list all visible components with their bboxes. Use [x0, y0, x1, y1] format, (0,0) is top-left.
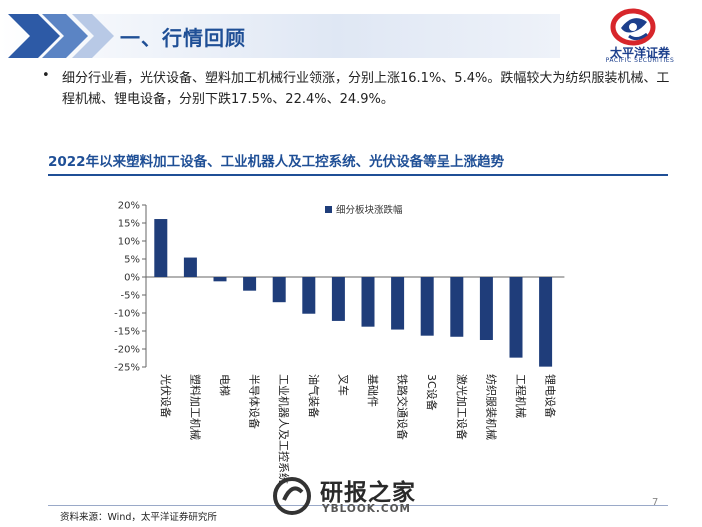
x-category-label: 纺织服装机械	[484, 374, 498, 440]
bar	[243, 277, 257, 291]
y-tick-label: -5%	[121, 291, 140, 302]
x-category-label: 电梯	[218, 374, 231, 396]
bar	[154, 219, 168, 277]
x-category-label: 基础件	[366, 374, 379, 407]
legend-label: 细分板块涨跌幅	[336, 204, 403, 216]
bar	[391, 277, 405, 330]
watermark-url: YBLOOK.COM	[322, 503, 411, 515]
watermark-text: 研报之家	[320, 480, 416, 506]
x-category-label: 铁路交通设备	[396, 374, 410, 440]
y-tick-label: -20%	[114, 345, 140, 356]
x-category-label: 工程机械	[514, 374, 528, 418]
y-tick-label: 0%	[124, 273, 140, 284]
y-tick-label: 20%	[118, 201, 140, 212]
x-category-label: 光伏设备	[159, 374, 173, 418]
y-tick-label: 5%	[124, 255, 140, 266]
bar	[479, 277, 493, 340]
bar	[331, 277, 345, 321]
bar	[183, 257, 197, 277]
x-category-label: 叉车	[336, 374, 350, 396]
source-note: 资料来源：Wind，太平洋证券研究所	[60, 512, 217, 523]
y-tick-label: 10%	[118, 237, 140, 248]
bar	[302, 277, 316, 314]
logo-subtext: PACIFIC SECURITIES	[605, 57, 675, 64]
bar	[509, 277, 523, 358]
x-category-label: 工业机器人及工控系统	[277, 374, 291, 484]
y-tick-label: -25%	[114, 363, 140, 374]
bar	[361, 277, 375, 327]
footer-divider	[48, 505, 668, 506]
x-category-label: 激光加工设备	[455, 374, 469, 440]
logo-text: 太平洋证券	[609, 46, 670, 60]
bar	[213, 277, 227, 282]
x-category-label: 3C设备	[425, 374, 439, 411]
y-tick-label: -10%	[114, 309, 140, 320]
bar	[450, 277, 464, 337]
legend-swatch	[325, 206, 332, 213]
page-number: 7	[652, 497, 659, 508]
summary-paragraph: 细分行业看，光伏设备、塑料加工机械行业领涨，分别上涨16.1%、5.4%。跌幅较…	[62, 71, 670, 107]
watermark-logo-icon	[273, 477, 311, 515]
x-category-label: 锂电设备	[544, 374, 558, 418]
bar	[539, 277, 553, 367]
bullet-marker: •	[42, 68, 50, 83]
x-category-label: 油气装备	[307, 374, 321, 418]
chevron-arrows-icon	[8, 14, 114, 58]
company-logo	[610, 8, 656, 46]
chart-title-divider	[48, 174, 668, 176]
x-category-label: 塑料加工机械	[188, 374, 202, 440]
x-category-label: 半导体设备	[248, 374, 262, 429]
chart-title: 2022年以来塑料加工设备、工业机器人及工控系统、光伏设备等呈上涨趋势	[48, 154, 505, 170]
page-title: 一、行情回顾	[120, 26, 246, 50]
y-tick-label: 15%	[118, 219, 140, 230]
bar	[420, 277, 434, 336]
y-tick-label: -15%	[114, 327, 140, 338]
bar	[272, 277, 286, 303]
